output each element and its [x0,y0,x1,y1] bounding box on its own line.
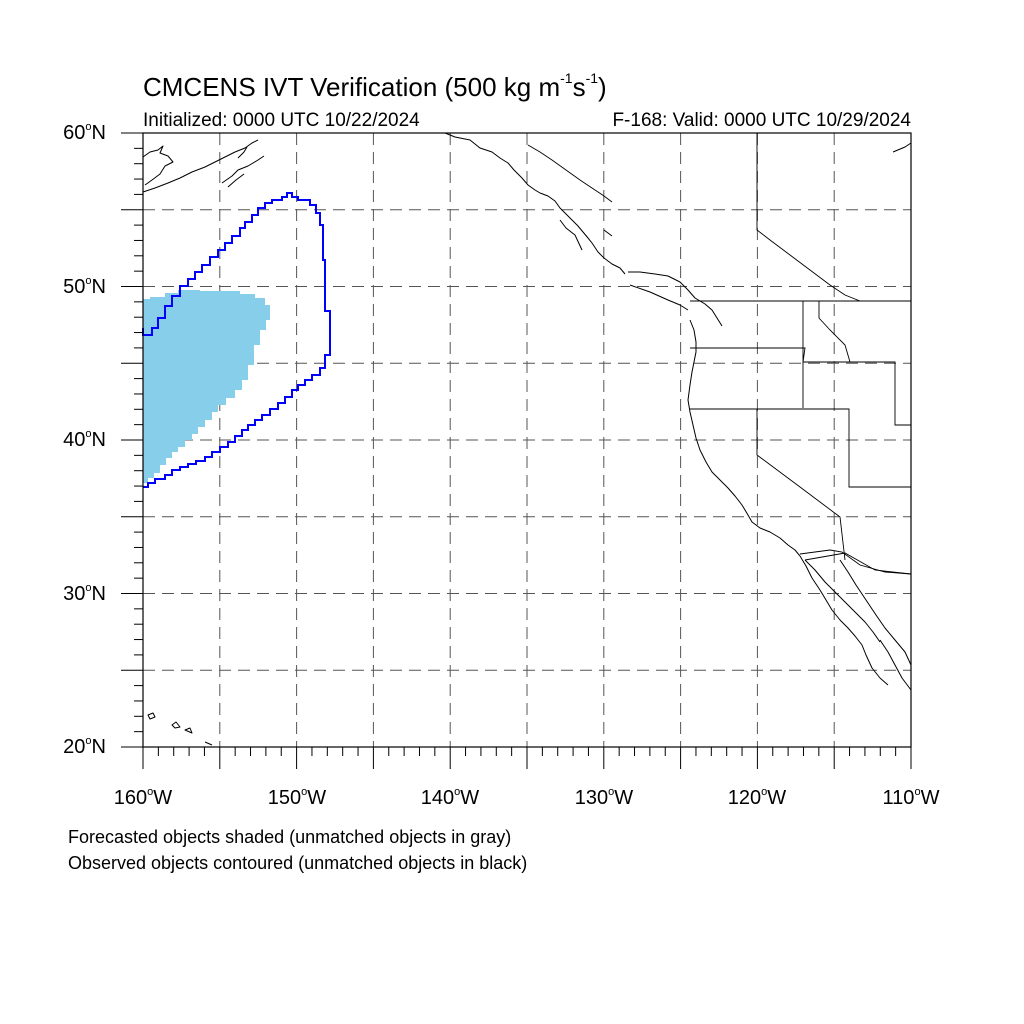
lon-label-110w: 110oW [882,786,940,809]
initialized-time: Initialized: 0000 UTC 10/22/2024 [143,110,420,131]
border-state-lines [690,301,912,575]
lon-label-150w: 150oW [267,786,327,809]
border-canada-provinces [756,133,861,302]
coastline-baja-california [799,555,889,686]
lon-label-160w: 160oW [113,786,173,809]
lon-label-130w: 130oW [574,786,634,809]
coastline-us-west [687,319,801,557]
coastline-alaska [142,139,259,193]
lat-label-60n: 60oN [63,121,106,144]
lat-label-20n: 20oN [63,735,106,758]
note-forecast-legend: Forecasted objects shaded (unmatched obj… [68,827,512,847]
note-observed-legend: Observed objects contoured (unmatched ob… [68,853,528,873]
coastline-gulf-of-alaska [444,132,626,275]
graticule [143,133,911,747]
forecast-object-shaded [143,290,270,483]
border-alaska-canada [527,144,613,203]
political-boundaries [527,133,912,575]
lat-label-40n: 40oN [63,428,106,451]
coastline-alaska-islands [221,146,265,188]
coastline-hudson-bay-edge [892,142,912,153]
map-frame [121,132,912,769]
lon-label-120w: 120oW [727,786,787,809]
lat-label-50n: 50oN [63,275,106,298]
coastline-hawaii [147,712,213,746]
forecast-ivt-object [143,290,270,483]
lon-label-140w: 140oW [420,786,480,809]
lat-label-30n: 30oN [63,582,106,605]
valid-time: F-168: Valid: 0000 UTC 10/29/2024 [612,110,911,131]
coastlines [142,132,912,746]
coastline-mexico-mainland [839,559,912,691]
observed-ivt-contour [142,192,331,488]
border-us-mexico [799,549,912,575]
coastline-bc [559,219,723,327]
observed-object-contoured [142,192,331,488]
map-title: CMCENS IVT Verification (500 kg m-1s-1) [143,70,607,102]
